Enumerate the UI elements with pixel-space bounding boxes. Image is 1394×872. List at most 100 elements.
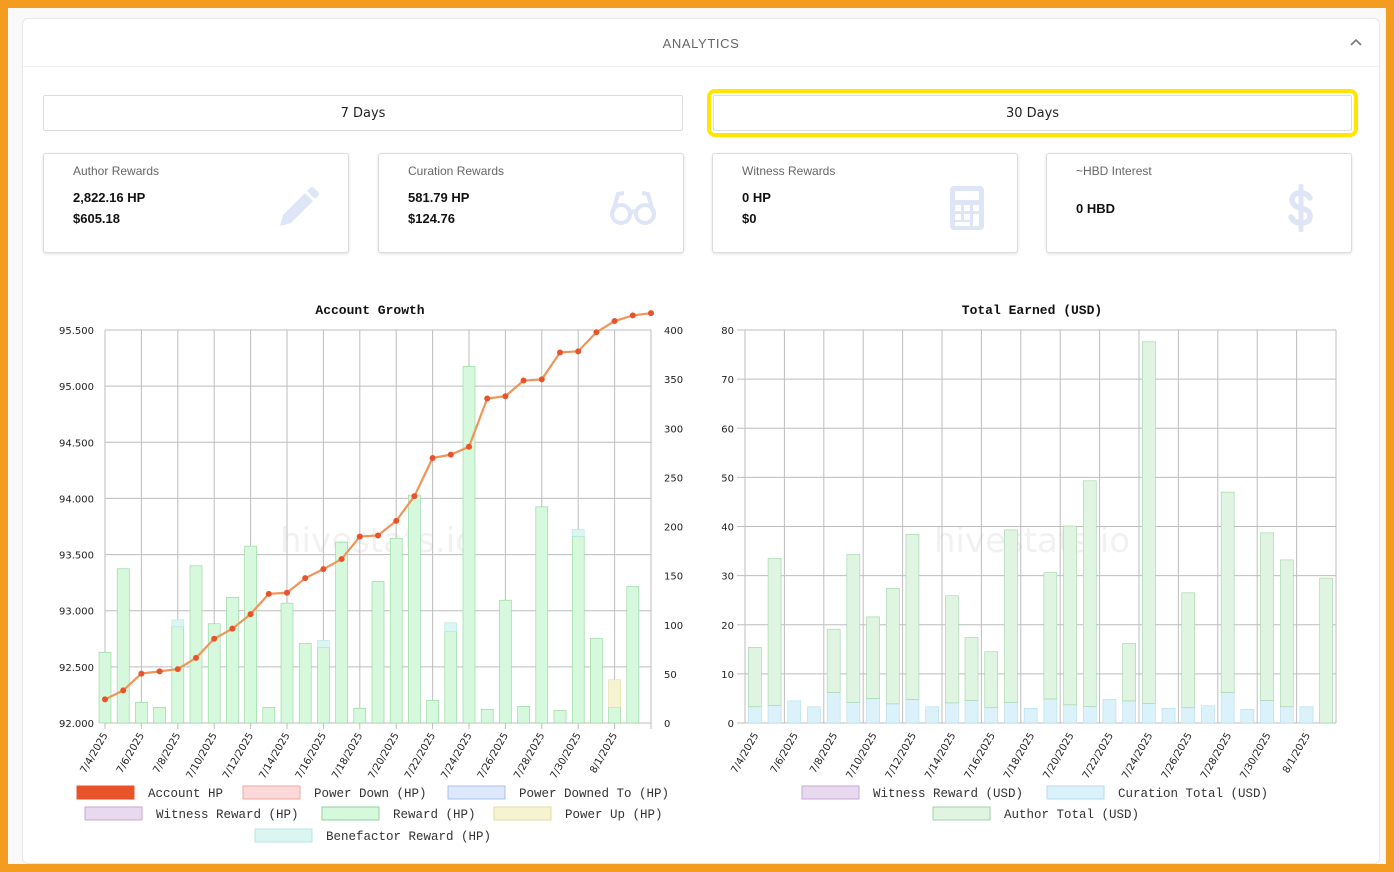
x-tick-label: 7/4/2025: [79, 731, 111, 775]
x-tick-label: 7/6/2025: [769, 731, 801, 775]
x-tick-label: 7/24/2025: [1120, 731, 1155, 781]
x-tick-label: 7/12/2025: [221, 731, 256, 781]
reward-bar: [444, 631, 458, 724]
legend-label: Reward (HP): [393, 808, 476, 822]
legend-item-benefactor-reward-hp[interactable]: Benefactor Reward (HP): [254, 828, 491, 844]
total-earned-chart: hivestats.io Total Earned (USD) 0 10 20 30 4…: [721, 303, 1337, 822]
x-tick-label: 7/20/2025: [367, 731, 402, 781]
account-hp-point: [193, 654, 199, 661]
legend-item-curation-total-usd[interactable]: Curation Total (USD): [1046, 785, 1268, 801]
curation-bar: [807, 706, 821, 724]
y-tick-label: 30: [721, 572, 734, 583]
y-right-tick-label: 150: [664, 572, 683, 583]
y-right-tick-label: 0: [664, 719, 670, 730]
x-tick-label: 7/4/2025: [729, 731, 761, 775]
hbd-interest-value: 0 HBD: [1076, 201, 1116, 216]
witness-rewards-usd: $0: [742, 211, 757, 226]
account-hp-point: [211, 635, 218, 642]
y-right-tick-label: 100: [664, 621, 683, 632]
y-right-tick-label: 300: [664, 424, 683, 435]
curation-bar: [748, 706, 762, 724]
account-hp-point: [302, 575, 309, 582]
legend-swatch: [1046, 785, 1105, 800]
curation-bar: [767, 705, 782, 724]
y-right-tick-label: 400: [664, 326, 683, 337]
author-rewards-hp: 2,822.16 HP: [73, 190, 146, 205]
x-tick-label: 7/30/2025: [1238, 731, 1273, 781]
reward-bar: [517, 705, 530, 724]
benefactor-bar: [171, 619, 185, 628]
reward-bar: [571, 536, 585, 724]
legend-item-reward-hp[interactable]: Reward (HP): [321, 806, 476, 822]
legend-label: Benefactor Reward (HP): [326, 830, 491, 844]
y-tick-label: 40: [721, 523, 734, 534]
legend-item-witness-reward-hp[interactable]: Witness Reward (HP): [84, 806, 299, 822]
x-tick-label: 8/1/2025: [1281, 731, 1313, 775]
curation-bar: [1122, 700, 1136, 724]
y-tick-label: 70: [721, 375, 734, 386]
chart-bars: [748, 341, 1333, 724]
legend-label: Power Up (HP): [565, 808, 663, 822]
curation-bar: [1181, 707, 1196, 724]
account-hp-point: [247, 611, 254, 618]
y-tick-label: 80: [721, 326, 734, 337]
legend-swatch: [84, 806, 143, 821]
author-bar: [846, 554, 861, 703]
legend-swatch: [932, 806, 991, 821]
account-hp-point: [229, 625, 236, 632]
account-growth-chart: hivestats.io Account Growth 92.00092.500…: [59, 303, 683, 844]
reward-bar: [298, 643, 312, 724]
page-frame: ANALYTICS 7 Days 30 Days Author Rewards …: [8, 8, 1386, 864]
curation-bar: [1063, 704, 1077, 724]
card-title: Witness Rewards: [742, 164, 836, 178]
account-hp-point: [338, 556, 345, 563]
legend-label: Witness Reward (HP): [156, 808, 299, 822]
range-7-days-button[interactable]: 7 Days: [43, 95, 683, 131]
y-left-tick-label: 94.000: [59, 494, 94, 505]
legend-item-author-total-usd[interactable]: Author Total (USD): [932, 806, 1139, 822]
reward-bar: [590, 638, 603, 724]
author-bar: [1220, 491, 1235, 693]
legend-item-power-down-hp[interactable]: Power Down (HP): [242, 785, 427, 801]
reward-bar: [189, 565, 203, 724]
x-tick-label: 7/10/2025: [844, 731, 879, 781]
curation-rewards-usd: $124.76: [408, 211, 455, 226]
benefactor-bar: [444, 622, 458, 632]
account-hp-point: [520, 377, 527, 384]
reward-bar: [371, 581, 385, 724]
legend-swatch: [801, 785, 860, 800]
account-hp-point: [557, 349, 563, 356]
reward-bar: [262, 706, 276, 724]
chevron-up-icon[interactable]: [1349, 35, 1363, 49]
author-bar: [1260, 532, 1274, 701]
reward-bar: [226, 596, 239, 724]
reward-bar: [608, 706, 621, 724]
legend-label: Power Down (HP): [314, 787, 427, 801]
curation-bar: [1240, 708, 1255, 724]
legend-item-power-downed-to-hp[interactable]: Power Downed To (HP): [447, 785, 669, 801]
author-bar: [964, 637, 979, 701]
x-tick-label: 7/16/2025: [294, 731, 329, 781]
x-tick-label: 7/20/2025: [1041, 731, 1076, 781]
power-up-bar: [608, 679, 621, 708]
range-30-days-button[interactable]: 30 Days: [707, 89, 1358, 137]
curation-bar: [885, 703, 900, 724]
x-tick-label: 7/8/2025: [808, 731, 840, 775]
y-right-tick-label: 350: [664, 375, 683, 386]
x-tick-label: 7/14/2025: [923, 731, 958, 781]
x-tick-label: 8/1/2025: [588, 731, 620, 775]
card-title: ~HBD Interest: [1076, 164, 1152, 178]
legend-item-power-up-hp[interactable]: Power Up (HP): [493, 806, 663, 822]
legend-item-witness-reward-usd[interactable]: Witness Reward (USD): [801, 785, 1023, 801]
curation-bar: [866, 698, 880, 724]
pencil-icon: [280, 187, 319, 226]
author-bar: [1082, 480, 1097, 707]
y-tick-label: 60: [721, 424, 734, 435]
panel-header[interactable]: ANALYTICS: [23, 19, 1379, 67]
chart-line: [102, 310, 654, 703]
legend-item-account-hp[interactable]: Account HP: [76, 785, 223, 801]
x-tick-label: 7/10/2025: [185, 731, 220, 781]
benefactor-bar: [317, 640, 330, 648]
legend-label: Curation Total (USD): [1118, 787, 1268, 801]
legend-swatch: [76, 785, 135, 800]
